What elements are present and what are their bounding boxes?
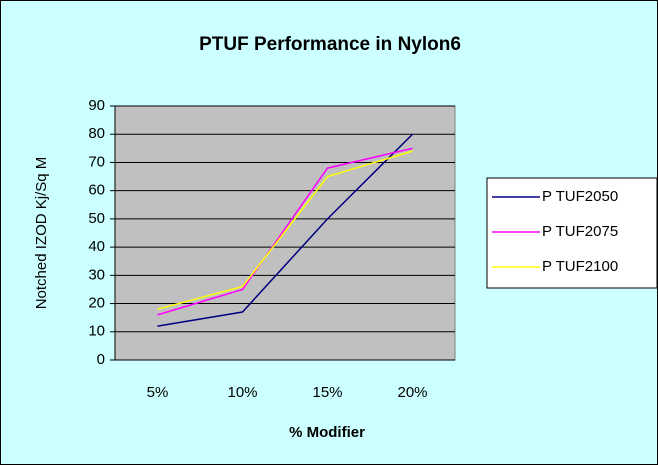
y-tick-label: 20: [88, 295, 105, 312]
legend-label: P TUF2075: [542, 223, 618, 240]
y-tick-label: 90: [88, 97, 105, 114]
plot-area: [114, 105, 456, 361]
y-tick-label: 30: [88, 266, 105, 283]
series-line: [157, 133, 414, 327]
y-axis-label: Notched IZOD Kj/Sq M: [33, 157, 50, 310]
x-tick-label: 15%: [312, 384, 342, 401]
y-tick-label: 60: [88, 182, 105, 199]
legend-label: P TUF2100: [542, 258, 618, 275]
chart-title: PTUF Performance in Nylon6: [199, 34, 461, 55]
y-tick-label: 80: [88, 125, 105, 142]
x-tick-label: 10%: [227, 384, 257, 401]
series-line: [157, 150, 413, 310]
legend-label: P TUF2050: [542, 188, 618, 205]
x-tick-label: 5%: [147, 384, 169, 401]
x-axis-label: % Modifier: [289, 424, 365, 441]
y-tick-label: 10: [88, 323, 105, 340]
y-tick-label: 0: [97, 351, 105, 368]
x-tick-label: 20%: [397, 384, 427, 401]
y-tick-label: 40: [88, 238, 105, 255]
y-tick-label: 70: [88, 153, 105, 170]
y-tick-label: 50: [88, 210, 105, 227]
series-line: [157, 147, 413, 316]
